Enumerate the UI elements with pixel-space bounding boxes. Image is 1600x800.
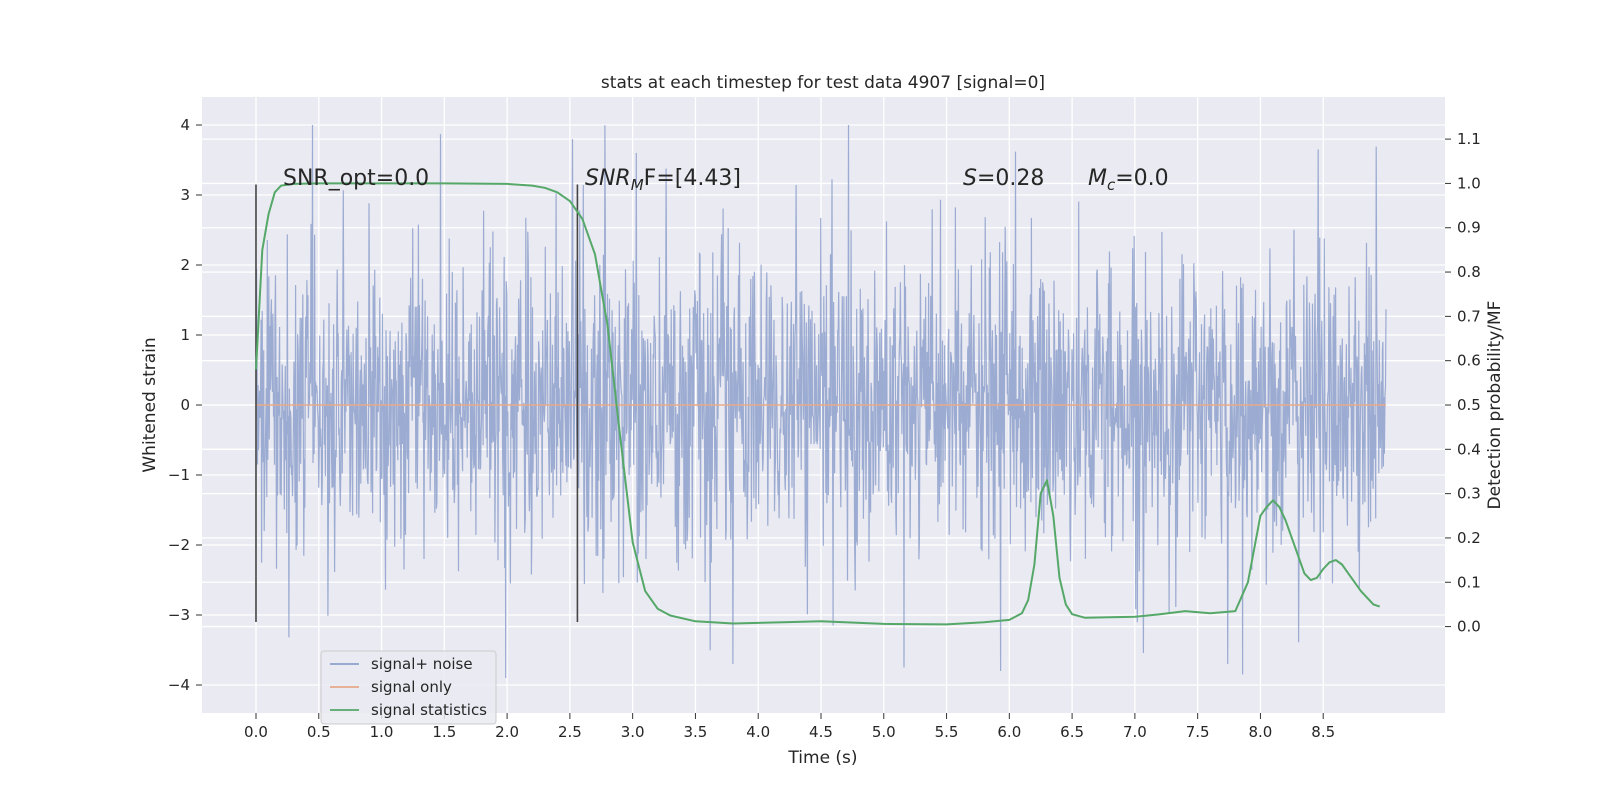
x-tick-label: 4.0 [746,723,770,741]
y-left-tick-label: −3 [168,606,190,624]
y-axis-right-ticks: 1.1 1.0 0.9 0.8 0.7 0.6 0.5 0.4 0.3 0.2 0.1 0.0 [1445,130,1481,636]
x-tick-label: 5.5 [935,723,959,741]
annotation-snr-mf-subscript: M [631,176,644,194]
x-tick-label: 6.0 [997,723,1021,741]
x-axis-ticks: 0.0 0.5 1.0 1.5 2.0 2.5 3.0 3.5 4.0 4.5 5.0 5.5 6.0 6… [244,713,1335,741]
y-right-tick-label: 0.4 [1457,440,1481,458]
y-right-tick-label: 0.3 [1457,485,1481,503]
x-tick-label: 3.0 [621,723,645,741]
x-tick-label: 2.0 [495,723,519,741]
legend-label-signal-noise: signal+ noise [371,655,473,673]
chart-title: stats at each timestep for test data 490… [601,73,1045,93]
legend-label-signal-statistics: signal statistics [371,701,487,719]
y-right-tick-label: 0.9 [1457,219,1481,237]
signal-statistics-layer [255,182,1381,626]
x-tick-label: 1.5 [432,723,456,741]
signal-statistics-line [255,182,1381,626]
annotation-mc: Mc=0.0 [1088,166,1169,194]
y-right-tick-label: 0.5 [1457,396,1481,414]
annotation-mc-symbol: M [1088,166,1107,191]
y-left-tick-label: −4 [168,676,190,694]
x-tick-label: 8.5 [1311,723,1335,741]
y-right-tick-label: 0.7 [1457,307,1481,325]
legend: signal+ noise signal only signal statist… [320,650,497,725]
y-left-tick-label: 4 [180,116,190,134]
annotation-snr-mf-value: F=[4.43] [644,166,741,191]
x-tick-label: 6.5 [1060,723,1084,741]
x-tick-label: 0.0 [244,723,268,741]
x-tick-label: 7.5 [1186,723,1210,741]
x-tick-label: 7.0 [1123,723,1147,741]
annotation-mc-subscript: c [1107,176,1116,194]
marker-layer [255,184,579,622]
y-left-tick-label: 1 [180,326,190,344]
x-tick-label: 3.5 [684,723,708,741]
annotation-snr-mf-symbol: SNR [585,166,631,191]
y-left-tick-label: 2 [180,256,190,274]
y-right-tick-label: 0.0 [1457,618,1481,636]
y-left-tick-label: −1 [168,466,190,484]
y-right-tick-label: 0.1 [1457,573,1481,591]
y-right-tick-label: 1.0 [1457,174,1481,192]
annotation-mc-value: =0.0 [1115,166,1168,191]
annotation-snr-mf: SNRMF=[4.43] [585,166,741,194]
y-axis-left-label: Whitened strain [140,337,160,472]
y-left-tick-label: 0 [180,396,190,414]
annotation-snr-opt: SNR_opt=0.0 [283,166,429,191]
x-tick-label: 8.0 [1249,723,1273,741]
noise-series-layer [255,124,1387,679]
y-left-tick-label: 3 [180,186,190,204]
y-axis-right-label: Detection probability/MF [1485,301,1505,510]
noise-series-line [255,124,1387,679]
y-right-tick-label: 1.1 [1457,130,1481,148]
x-tick-label: 1.0 [370,723,394,741]
annotation-s-symbol: S [963,166,977,191]
y-left-tick-label: −2 [168,536,190,554]
y-axis-left-ticks: 4 3 2 1 0 −1 −2 −3 −4 [168,116,202,694]
x-tick-label: 4.5 [809,723,833,741]
y-right-tick-label: 0.8 [1457,263,1481,281]
legend-box [320,650,497,725]
x-tick-label: 2.5 [558,723,582,741]
x-tick-label: 5.0 [872,723,896,741]
legend-label-signal-only: signal only [371,678,452,696]
x-axis-label: Time (s) [787,748,857,768]
y-right-tick-label: 0.6 [1457,352,1481,370]
annotation-s-value: =0.28 [977,166,1044,191]
annotation-s: S=0.28 [963,166,1044,191]
y-right-tick-label: 0.2 [1457,529,1481,547]
x-tick-label: 0.5 [307,723,331,741]
